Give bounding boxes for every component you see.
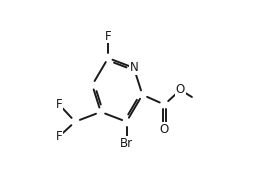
Text: F: F [105,30,112,43]
Text: N: N [130,61,138,74]
Text: Br: Br [120,137,133,150]
Text: F: F [56,130,62,143]
Text: O: O [160,122,169,136]
Text: O: O [176,83,185,96]
Text: F: F [56,98,62,111]
